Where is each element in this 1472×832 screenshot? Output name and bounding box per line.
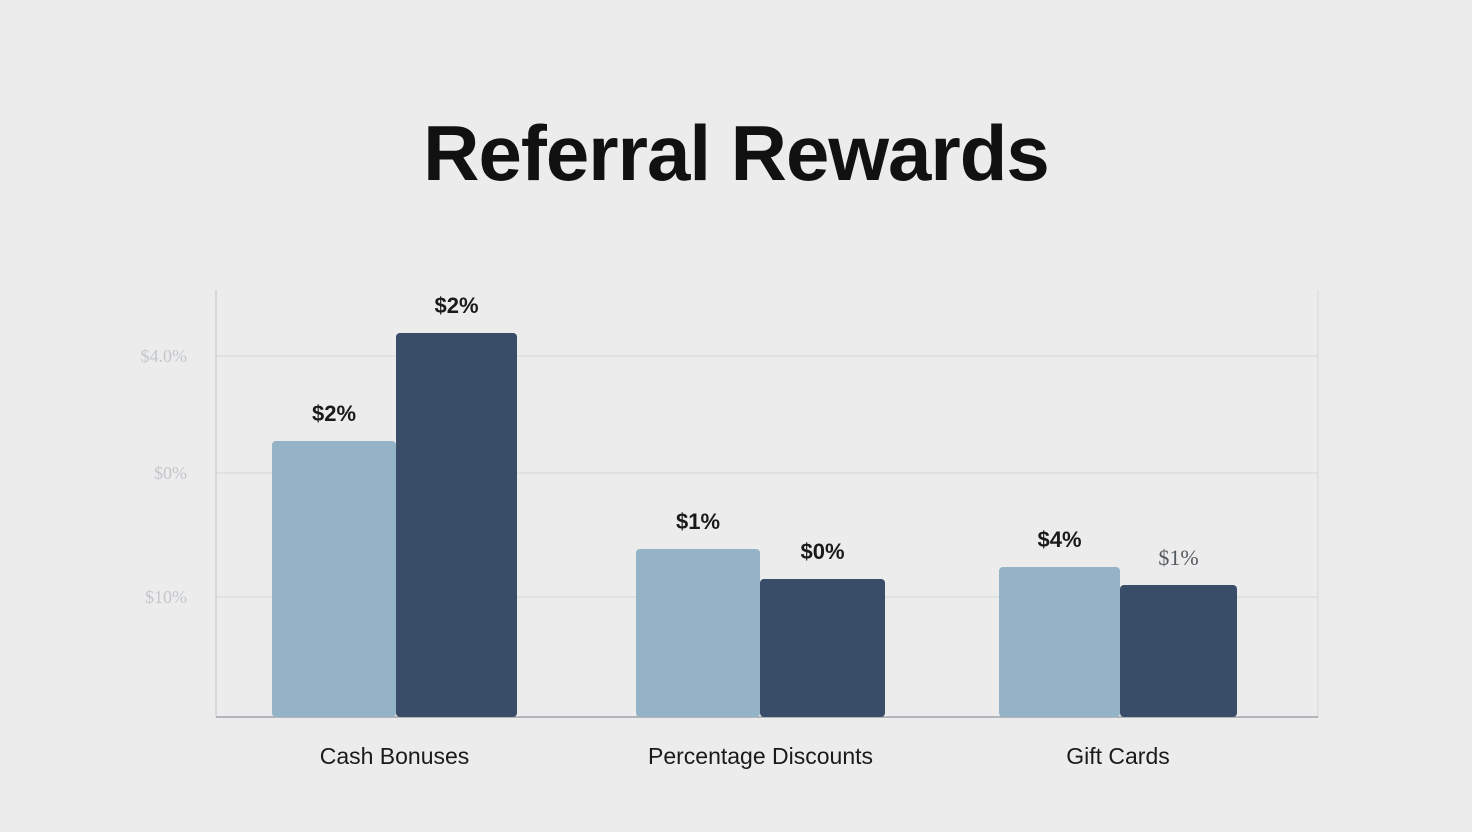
data-label: $2% [312, 401, 356, 426]
y-tick-label: $10% [145, 587, 187, 607]
y-tick-label: $4.0% [141, 346, 188, 366]
category-labels: Cash Bonuses Percentage Discounts Gift Car… [320, 743, 1170, 769]
bars [272, 333, 1237, 717]
y-tick-label: $0% [154, 463, 187, 483]
category-label: Percentage Discounts [648, 743, 873, 769]
data-label: $1% [1158, 545, 1198, 570]
bar [1120, 585, 1237, 717]
bar [999, 567, 1120, 717]
data-label: $2% [434, 293, 478, 318]
data-label: $0% [800, 539, 844, 564]
bar [636, 549, 760, 717]
bar [272, 441, 396, 717]
data-label: $4% [1037, 527, 1081, 552]
data-labels: $2% $2% $1% $0% $4% $1% [312, 293, 1199, 570]
y-tick-labels: $4.0% $0% $10% [141, 346, 188, 607]
category-label: Cash Bonuses [320, 743, 470, 769]
bar [760, 579, 885, 717]
category-label: Gift Cards [1066, 743, 1170, 769]
data-label: $1% [676, 509, 720, 534]
bar [396, 333, 517, 717]
chart-title: Referral Rewards [423, 109, 1050, 197]
